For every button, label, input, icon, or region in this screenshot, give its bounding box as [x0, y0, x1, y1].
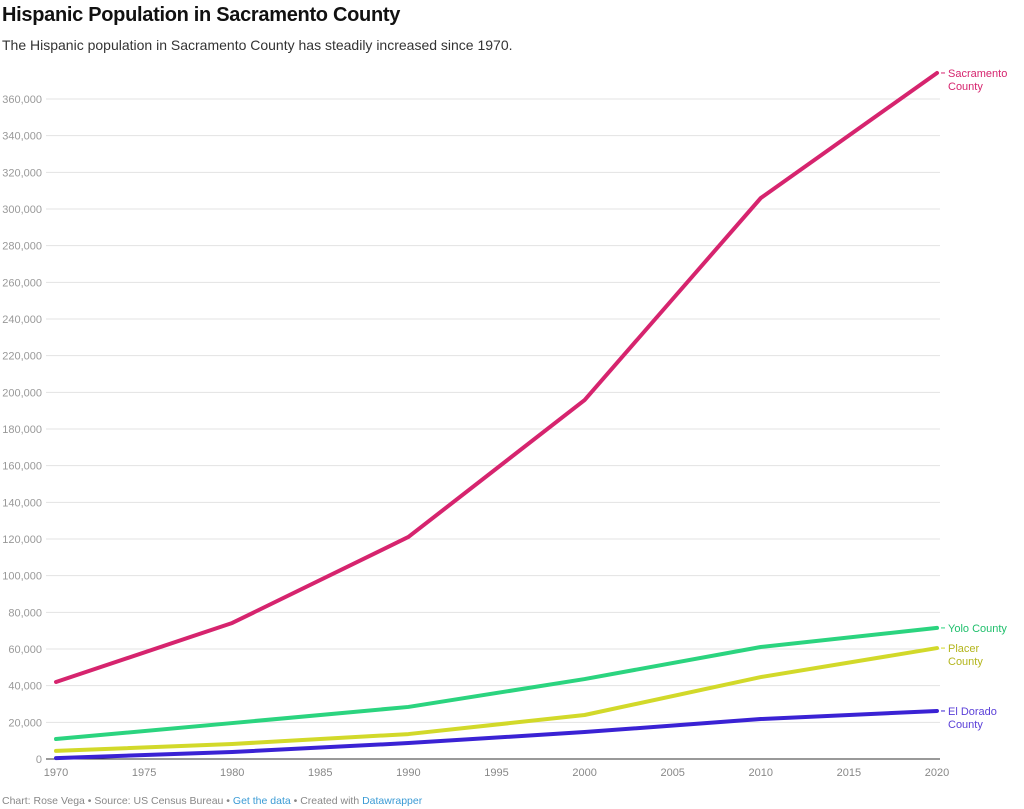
- y-tick-label: 20,000: [8, 717, 42, 729]
- x-tick-label: 1995: [484, 767, 508, 779]
- y-tick-label: 300,000: [2, 204, 42, 216]
- y-tick-label: 320,000: [2, 167, 42, 179]
- x-tick-label: 2010: [749, 767, 773, 779]
- y-tick-label: 80,000: [8, 607, 42, 619]
- y-tick-label: 120,000: [2, 534, 42, 546]
- y-tick-label: 180,000: [2, 424, 42, 436]
- y-tick-label: 240,000: [2, 314, 42, 326]
- x-tick-label: 1980: [220, 767, 244, 779]
- datawrapper-link[interactable]: Datawrapper: [362, 795, 423, 807]
- y-tick-label: 0: [36, 754, 42, 766]
- series-line-placer-county: [54, 646, 939, 753]
- series-line-yolo-county: [54, 625, 939, 742]
- y-tick-label: 200,000: [2, 387, 42, 399]
- x-tick-label: 2000: [572, 767, 596, 779]
- y-tick-label: 260,000: [2, 277, 42, 289]
- series-line-el-dorado-county: [54, 708, 939, 761]
- y-tick-label: 60,000: [8, 644, 42, 656]
- series-label-sacramento-county: County: [948, 81, 983, 93]
- separator: •: [223, 795, 233, 807]
- y-tick-label: 100,000: [2, 571, 42, 583]
- series-label-placer-county: Placer: [948, 643, 980, 655]
- series-label-yolo-county: Yolo County: [948, 623, 1007, 635]
- x-tick-label: 1975: [132, 767, 156, 779]
- chart-footer: Chart: Rose Vega • Source: US Census Bur…: [2, 795, 422, 807]
- y-tick-label: 280,000: [2, 241, 42, 253]
- separator: •: [290, 795, 301, 807]
- y-tick-label: 360,000: [2, 94, 42, 106]
- series-label-sacramento-county: Sacramento: [948, 68, 1007, 80]
- series-label-placer-county: County: [948, 656, 983, 668]
- y-tick-label: 40,000: [8, 681, 42, 693]
- x-tick-label: 1990: [396, 767, 420, 779]
- chart-subtitle: The Hispanic population in Sacramento Co…: [2, 37, 513, 53]
- chart-credit: Chart: Rose Vega: [2, 795, 85, 807]
- y-tick-label: 160,000: [2, 461, 42, 473]
- x-tick-label: 2005: [660, 767, 684, 779]
- source-text: Source: US Census Bureau: [94, 795, 224, 807]
- y-tick-label: 340,000: [2, 131, 42, 143]
- x-tick-label: 1985: [308, 767, 332, 779]
- x-tick-label: 1970: [44, 767, 68, 779]
- y-tick-label: 140,000: [2, 497, 42, 509]
- separator: •: [84, 795, 95, 807]
- y-tick-label: 220,000: [2, 351, 42, 363]
- series-label-el-dorado-county: County: [948, 719, 983, 731]
- chart-title: Hispanic Population in Sacramento County: [2, 4, 401, 26]
- series-label-el-dorado-county: El Dorado: [948, 706, 997, 718]
- x-tick-label: 2015: [837, 767, 861, 779]
- created-with-text: Created with: [300, 795, 363, 807]
- x-tick-label: 2020: [925, 767, 949, 779]
- series-line-sacramento-county: [54, 70, 939, 684]
- get-data-link[interactable]: Get the data: [232, 795, 291, 807]
